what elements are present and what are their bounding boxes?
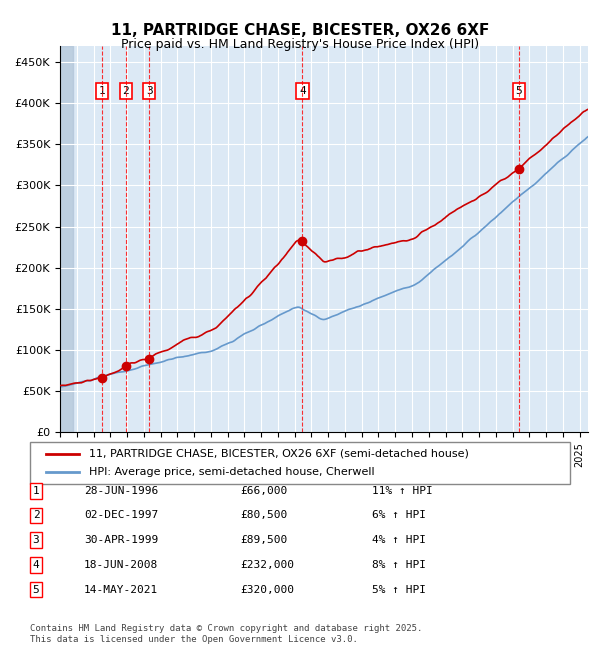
Text: 30-APR-1999: 30-APR-1999 [84, 535, 158, 545]
Text: 5% ↑ HPI: 5% ↑ HPI [372, 584, 426, 595]
Text: 1: 1 [98, 86, 105, 96]
Text: £320,000: £320,000 [240, 584, 294, 595]
Text: 1: 1 [32, 486, 40, 496]
Text: 11, PARTRIDGE CHASE, BICESTER, OX26 6XF (semi-detached house): 11, PARTRIDGE CHASE, BICESTER, OX26 6XF … [89, 449, 469, 459]
Text: 11, PARTRIDGE CHASE, BICESTER, OX26 6XF: 11, PARTRIDGE CHASE, BICESTER, OX26 6XF [111, 23, 489, 38]
Text: 2: 2 [32, 510, 40, 521]
Text: 5: 5 [515, 86, 522, 96]
Text: 6% ↑ HPI: 6% ↑ HPI [372, 510, 426, 521]
Text: 3: 3 [146, 86, 153, 96]
Text: Contains HM Land Registry data © Crown copyright and database right 2025.
This d: Contains HM Land Registry data © Crown c… [30, 624, 422, 644]
Text: 14-MAY-2021: 14-MAY-2021 [84, 584, 158, 595]
Text: 3: 3 [32, 535, 40, 545]
Text: 11% ↑ HPI: 11% ↑ HPI [372, 486, 433, 496]
Text: 4: 4 [299, 86, 306, 96]
Text: 4% ↑ HPI: 4% ↑ HPI [372, 535, 426, 545]
Text: 5: 5 [32, 584, 40, 595]
Text: Price paid vs. HM Land Registry's House Price Index (HPI): Price paid vs. HM Land Registry's House … [121, 38, 479, 51]
Text: 8% ↑ HPI: 8% ↑ HPI [372, 560, 426, 570]
Text: 28-JUN-1996: 28-JUN-1996 [84, 486, 158, 496]
Text: £89,500: £89,500 [240, 535, 287, 545]
Text: £66,000: £66,000 [240, 486, 287, 496]
Text: £232,000: £232,000 [240, 560, 294, 570]
Text: 02-DEC-1997: 02-DEC-1997 [84, 510, 158, 521]
Text: 18-JUN-2008: 18-JUN-2008 [84, 560, 158, 570]
Text: £80,500: £80,500 [240, 510, 287, 521]
Text: 2: 2 [122, 86, 129, 96]
Text: HPI: Average price, semi-detached house, Cherwell: HPI: Average price, semi-detached house,… [89, 467, 375, 477]
FancyBboxPatch shape [30, 442, 570, 484]
Text: 4: 4 [32, 560, 40, 570]
